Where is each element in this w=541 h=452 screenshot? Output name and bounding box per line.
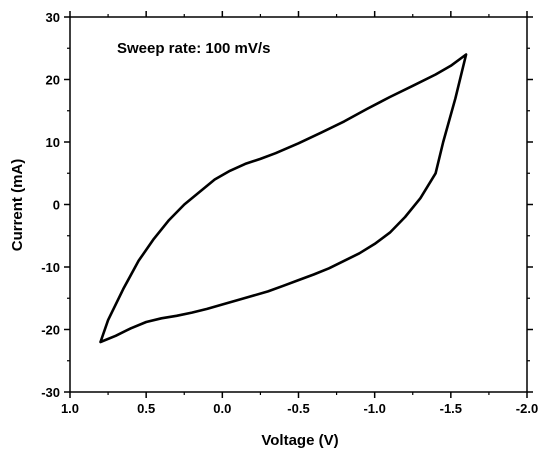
- y-tick-label: 30: [46, 10, 60, 25]
- y-tick-label: -10: [41, 260, 60, 275]
- plot-frame: [69, 16, 528, 393]
- y-tick-label: 10: [46, 135, 60, 150]
- x-tick-label: 1.0: [61, 401, 79, 416]
- x-axis-title: Voltage (V): [261, 432, 338, 449]
- x-tick-label: 0.0: [213, 401, 231, 416]
- y-tick-label: 0: [53, 198, 60, 213]
- y-tick-label: -20: [41, 323, 60, 338]
- y-axis-title: Current (mA): [9, 159, 26, 252]
- y-tick-label: 20: [46, 73, 60, 88]
- x-tick-label: 0.5: [137, 401, 155, 416]
- cv-curve-line: [99, 53, 468, 344]
- x-tick-label: -1.0: [363, 401, 385, 416]
- x-tick-label: -2.0: [516, 401, 538, 416]
- plot-layer: 1.0 0.5 0.0 -0.5 -1.0 -1.5 -2.0 -30 -20 -10 0 10 20 3…: [41, 10, 538, 416]
- y-tick-label: -30: [41, 385, 60, 400]
- sweep-rate-annotation: Sweep rate: 100 mV/s: [117, 40, 270, 57]
- x-tick-label: -1.5: [440, 401, 462, 416]
- x-tick-label: -0.5: [287, 401, 309, 416]
